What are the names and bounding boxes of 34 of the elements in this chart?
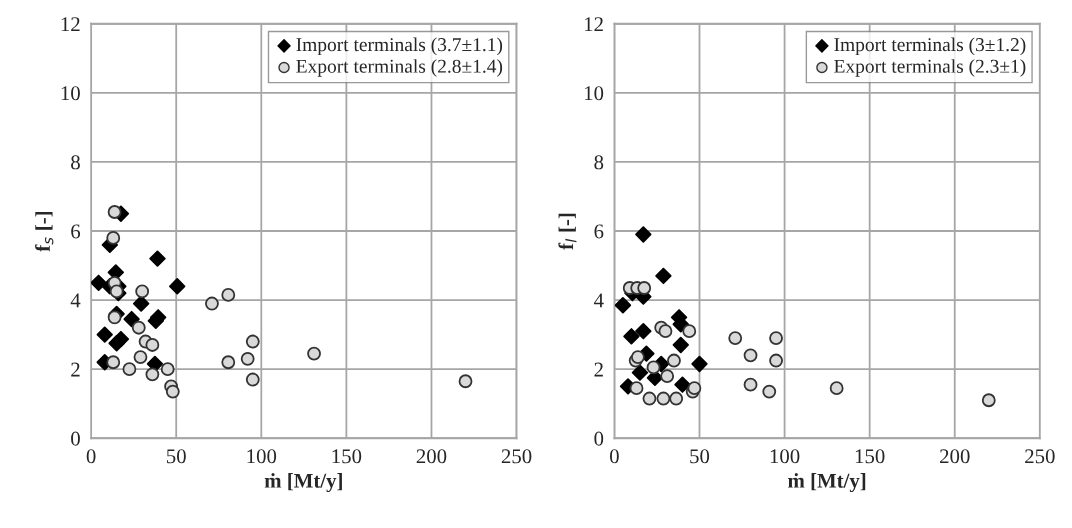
y-tick-label: 10	[61, 86, 80, 101]
y-tick-label: 0	[71, 431, 80, 446]
y-tick-label: 2	[594, 362, 603, 377]
y-tick-label: 6	[71, 224, 81, 239]
y-tick-label: 10	[584, 86, 604, 101]
x-axis-title: ṁ [Mt/y]	[264, 473, 342, 493]
y-tick-label: 12	[61, 17, 80, 31]
y-tick-label: 8	[594, 155, 604, 170]
x-tick-label: 150	[855, 449, 885, 464]
x-tick-label: 200	[416, 449, 447, 464]
y-tick-label: 2	[71, 362, 80, 377]
x-tick-label: 50	[690, 449, 710, 464]
y-tick-label: 0	[594, 431, 604, 446]
y-tick-label: 6	[594, 224, 604, 239]
y-tick-label: 8	[71, 155, 80, 170]
x-axis-title: ṁ [Mt/y]	[788, 473, 866, 493]
x-tick-label: 200	[940, 449, 970, 464]
legend-label: Export terminals (2.3±1)	[834, 59, 1026, 77]
x-tick-label: 150	[332, 449, 362, 464]
legend-label: Import terminals (3±1.2)	[834, 37, 1026, 56]
x-tick-label: 100	[770, 449, 800, 464]
y-axis-title: f$_{l}$ [-]	[558, 213, 577, 250]
x-tick-label: 250	[501, 449, 532, 464]
legend-label: Export terminals (2.8±1.4)	[296, 59, 503, 77]
x-tick-label: 100	[247, 449, 277, 464]
y-tick-label: 4	[593, 293, 604, 308]
y-tick-label: 4	[70, 293, 81, 308]
x-tick-label: 0	[86, 449, 96, 464]
legend-label: Import terminals (3.7±1.1)	[296, 37, 503, 56]
y-tick-label: 12	[584, 17, 603, 31]
x-tick-label: 0	[609, 449, 619, 464]
x-tick-label: 250	[1025, 449, 1055, 464]
x-tick-label: 50	[167, 449, 186, 464]
y-axis-title: f$_{s}$ [-]	[35, 211, 54, 252]
